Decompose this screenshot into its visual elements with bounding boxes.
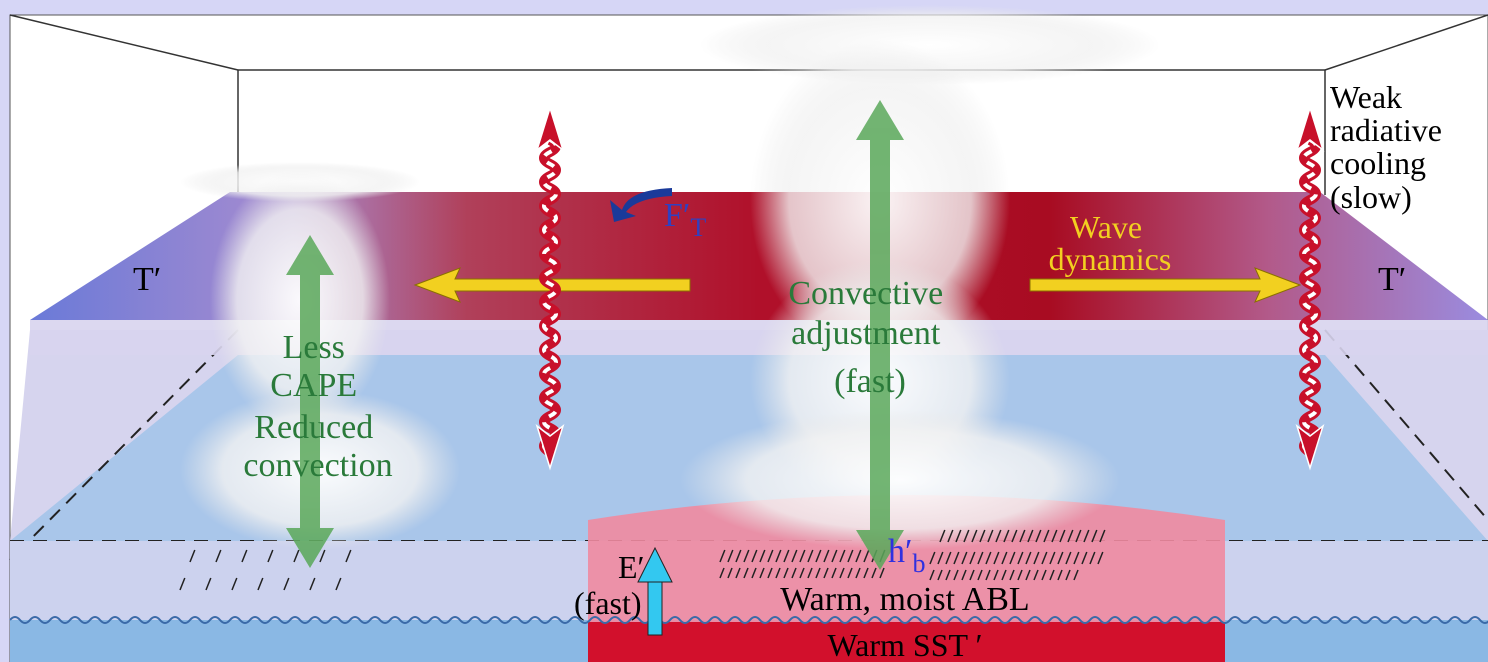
t-right-label: T′: [1378, 261, 1406, 298]
abl-label: Warm, moist ABL: [780, 581, 1029, 618]
page: {"labels": { "weak_cooling": ["Weak", "r…: [0, 0, 1488, 662]
t-left-label: T′: [133, 261, 161, 298]
diagram: Weak radiative cooling (slow) F′T Wave d…: [0, 0, 1488, 662]
sst-label: Warm SST ′: [828, 627, 983, 662]
